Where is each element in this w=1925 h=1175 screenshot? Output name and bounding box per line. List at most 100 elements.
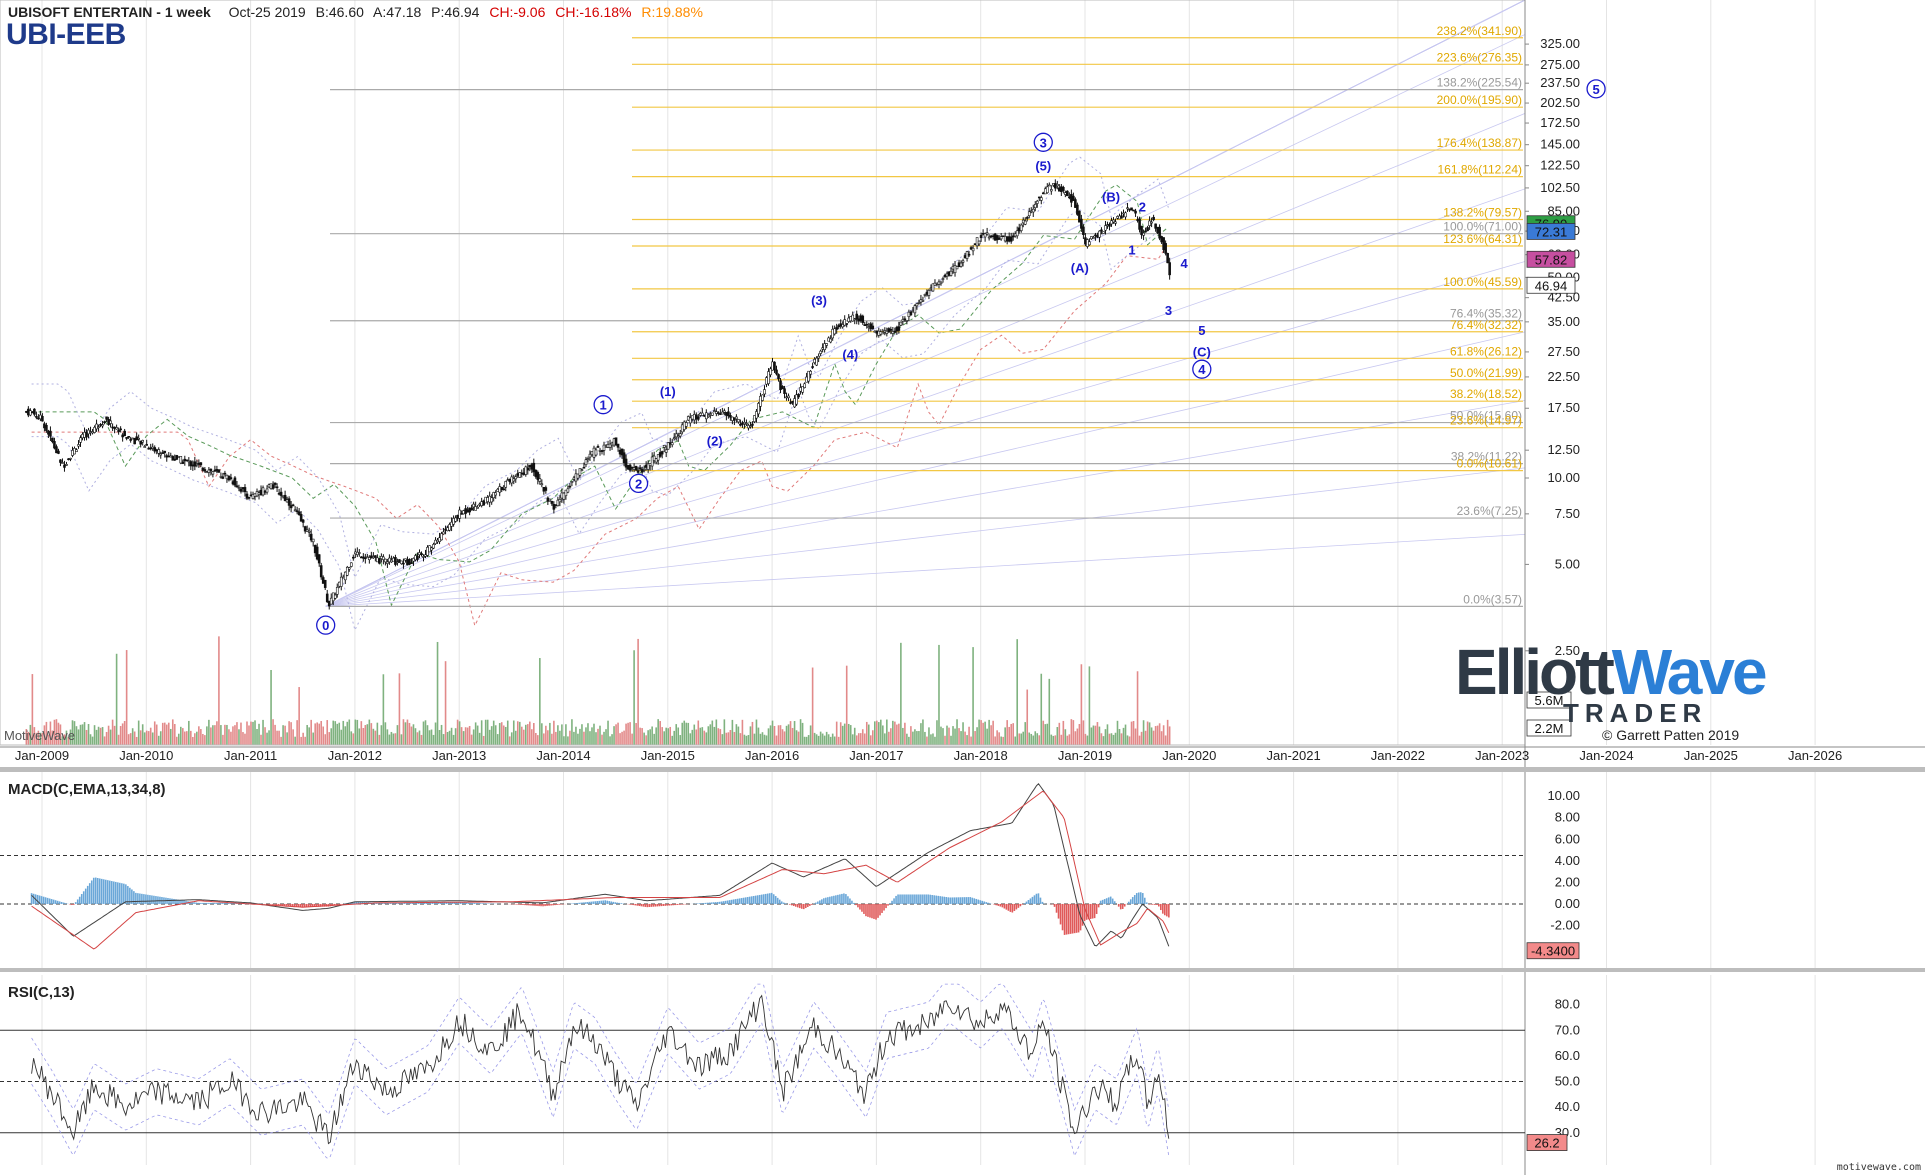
macd-histogram-bar: [702, 903, 705, 904]
candle-body: [604, 446, 608, 448]
volume-bar: [771, 720, 774, 745]
candle-body: [572, 477, 576, 480]
macd-histogram-bar: [738, 898, 741, 904]
macd-histogram-bar: [1003, 903, 1006, 909]
volume-bar: [659, 721, 661, 745]
volume-bar: [153, 721, 156, 745]
volume-bar: [71, 720, 74, 745]
price-marker-label: 72.31: [1535, 224, 1568, 239]
macd-histogram-bar: [967, 897, 970, 904]
candle-body: [496, 488, 500, 492]
candle-body: [803, 383, 806, 388]
volume-bar: [577, 733, 579, 745]
volume-bar: [208, 719, 210, 745]
candle-body: [1116, 216, 1119, 219]
macd-histogram-bar: [554, 903, 556, 906]
macd-histogram-bar: [1025, 901, 1028, 904]
candle-body: [255, 491, 259, 497]
candle-body: [516, 473, 520, 476]
macd-histogram-bar: [1149, 903, 1152, 905]
candle-body: [1142, 232, 1145, 236]
volume-bar: [639, 727, 641, 745]
macd-histogram-bar: [423, 902, 426, 904]
volume-bar: [934, 736, 936, 745]
volume-bar: [438, 730, 441, 745]
wave-label: (2): [707, 433, 723, 448]
volume-bar: [615, 724, 617, 745]
header-change-pct: CH:-16.18%: [555, 4, 632, 20]
volume-bar: [793, 721, 796, 745]
macd-histogram-bar: [1035, 893, 1038, 904]
macd-histogram-bar: [1141, 893, 1144, 904]
macd-histogram-bar: [518, 903, 520, 905]
macd-histogram-bar: [644, 903, 647, 907]
volume-bar: [867, 724, 870, 745]
macd-histogram-bar: [817, 901, 819, 904]
volume-bar: [723, 719, 726, 745]
candle-body: [426, 546, 429, 556]
volume-bar: [657, 719, 659, 745]
volume-bar: [839, 722, 842, 745]
macd-histogram-bar: [1156, 903, 1158, 905]
candle-body: [1074, 199, 1077, 208]
volume-bar: [569, 730, 571, 745]
candle-body: [620, 448, 624, 456]
candle-body: [959, 262, 963, 267]
candle-body: [937, 281, 941, 285]
price-marker-label: 57.82: [1535, 252, 1568, 267]
macd-histogram-bar: [413, 902, 416, 904]
candle-body: [35, 416, 38, 418]
volume-bar: [1000, 736, 1002, 745]
volume-bar: [821, 733, 824, 745]
macd-histogram-bar: [111, 881, 113, 904]
volume-bar: [246, 721, 248, 745]
fan-line: [325, 113, 1526, 607]
candle-body: [582, 466, 586, 469]
volume-bar: [549, 722, 551, 745]
macd-histogram-bar: [181, 900, 183, 904]
macd-histogram-bar: [646, 903, 649, 908]
volume-bar: [884, 733, 886, 745]
macd-histogram-bar: [179, 899, 181, 904]
candle-body: [398, 559, 401, 563]
candle-body: [1144, 230, 1147, 233]
candle-body: [436, 539, 439, 543]
candle-body: [233, 477, 237, 486]
candle-body: [564, 489, 568, 497]
volume-bar: [161, 722, 164, 745]
candle-body: [111, 426, 114, 429]
chart-title: UBISOFT ENTERTAIN - 1 week: [8, 4, 211, 20]
candle-body: [905, 320, 909, 322]
macd-histogram-bar: [297, 903, 300, 907]
candle-body: [536, 472, 540, 480]
macd-histogram-bar: [782, 902, 785, 904]
candle-body: [1160, 236, 1163, 243]
volume-bar: [767, 728, 770, 745]
macd-histogram-bar: [524, 903, 526, 906]
candle-body: [1140, 225, 1143, 235]
candle-body: [460, 513, 463, 515]
volume-bar: [83, 722, 86, 745]
volume-bar: [194, 733, 196, 745]
volume-bar: [537, 735, 539, 745]
macd-histogram-bar: [1119, 903, 1122, 910]
candle-body: [448, 524, 451, 531]
macd-histogram-bar: [999, 903, 1002, 907]
panel-divider: [0, 968, 1925, 972]
candle-body: [987, 236, 991, 239]
rsi-band-lower: [31, 1021, 1170, 1159]
volume-bar: [456, 719, 459, 745]
volume-bar: [699, 727, 702, 745]
volume-bar: [677, 727, 680, 745]
macd-histogram-bar: [841, 893, 843, 904]
volume-bar: [266, 732, 268, 745]
macd-histogram-bar: [658, 903, 661, 907]
volume-bar: [1090, 727, 1093, 745]
candle-body: [949, 270, 953, 276]
macd-histogram-bar: [885, 903, 887, 909]
volume-bar: [402, 719, 405, 745]
macd-histogram-bar: [772, 894, 775, 904]
volume-bar: [964, 731, 966, 745]
